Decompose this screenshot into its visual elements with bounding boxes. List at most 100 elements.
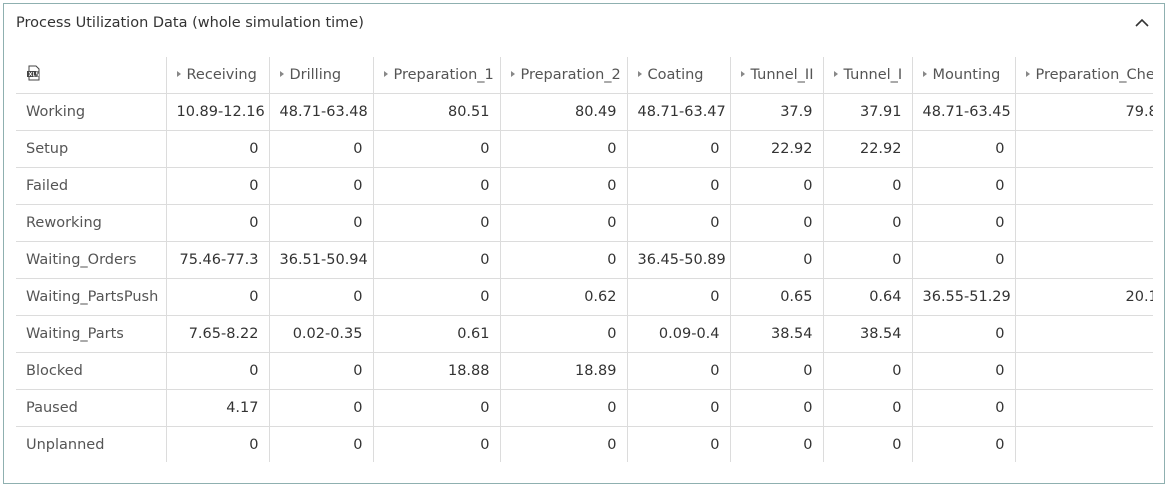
table-cell: 38.54 (729, 315, 824, 353)
table-cell: 0 (729, 426, 824, 462)
table-cell: 0 (729, 241, 824, 279)
table-cell: 0 (372, 426, 501, 462)
column-header[interactable]: Preparation_1 (372, 57, 501, 94)
table-cell: 75.46-77.3 (165, 241, 270, 279)
table-cell: 79.8 (1014, 93, 1153, 131)
table-cell: 0 (268, 278, 374, 316)
table-cell: 0 (372, 389, 501, 427)
table-cell: 0 (165, 278, 270, 316)
table-cell: 0.64 (822, 278, 913, 316)
table-cell: 0 (499, 204, 628, 242)
row-label: Working (16, 93, 167, 131)
table-cell: 0 (165, 130, 270, 168)
table-cell: 0 (268, 130, 374, 168)
table-cell: 0 (372, 130, 501, 168)
table-cell: 0 (911, 241, 1016, 279)
row-label: Waiting_Orders (16, 241, 167, 279)
table-cell: 18.88 (372, 352, 501, 390)
table-cell: 0 (499, 389, 628, 427)
table-cell: 0 (911, 167, 1016, 205)
table-cell: 0 (911, 315, 1016, 353)
table-cell: 22.92 (729, 130, 824, 168)
row-label: Waiting_PartsPush (16, 278, 167, 316)
table-cell: 48.71-63.45 (911, 93, 1016, 131)
table-cell: 0 (268, 426, 374, 462)
table-cell: 0 (499, 315, 628, 353)
column-header[interactable]: Preparation_2 (499, 57, 628, 94)
row-label: Blocked (16, 352, 167, 390)
table-cell: 0 (626, 389, 731, 427)
table-cell: 0 (822, 426, 913, 462)
table-cell: 0 (268, 167, 374, 205)
table-cell: 0 (499, 130, 628, 168)
row-label: Paused (16, 389, 167, 427)
table-cell: 0 (165, 167, 270, 205)
column-header[interactable]: Mounting (911, 57, 1016, 94)
table-cell: 80.51 (372, 93, 501, 131)
table-cell: 37.91 (822, 93, 913, 131)
table-cell: 0 (626, 130, 731, 168)
table-cell (1014, 389, 1153, 427)
table-row: Waiting_Orders 75.46-77.3 36.51-50.94 0 0 36.… (16, 241, 1153, 279)
column-header[interactable]: Tunnel_II (729, 57, 824, 94)
table-cell: 0.65 (729, 278, 824, 316)
column-header[interactable]: Tunnel_I (822, 57, 913, 94)
column-header[interactable]: Coating (626, 57, 731, 94)
table-cell: 37.9 (729, 93, 824, 131)
table-row: Waiting_Parts 7.65-8.22 0.02-0.35 0.61 0 0.09… (16, 315, 1153, 353)
panel-title: Process Utilization Data (whole simulati… (16, 15, 364, 31)
row-label: Reworking (16, 204, 167, 242)
table-cell: 4.17 (165, 389, 270, 427)
xlsx-icon[interactable] (26, 65, 42, 81)
table-cell: 0.09-0.4 (626, 315, 731, 353)
row-label: Setup (16, 130, 167, 168)
table-cell: 0 (729, 204, 824, 242)
table-cell: 0.02-0.35 (268, 315, 374, 353)
table-cell: 10.89-12.16 (165, 93, 270, 131)
table-cell: 0 (822, 352, 913, 390)
table-row: Paused 4.17 0 0 0 0 0 0 0 (16, 389, 1153, 427)
table-row: Failed 0 0 0 0 0 0 0 0 (16, 167, 1153, 205)
table-cell: 36.45-50.89 (626, 241, 731, 279)
table-cell: 0 (911, 389, 1016, 427)
table-cell: 0 (822, 167, 913, 205)
table-cell: 0.62 (499, 278, 628, 316)
table-row: Working 10.89-12.16 48.71-63.48 80.51 80.49 4… (16, 93, 1153, 131)
column-header[interactable]: Receiving (165, 57, 270, 94)
collapse-button[interactable] (1135, 18, 1149, 28)
table-cell: 0 (499, 426, 628, 462)
column-header[interactable]: Preparation_Chec (1014, 57, 1153, 94)
table-cell: 7.65-8.22 (165, 315, 270, 353)
table-cell (1014, 315, 1153, 353)
table-row: Setup 0 0 0 0 0 22.92 22.92 0 (16, 130, 1153, 168)
table-cell: 0 (372, 167, 501, 205)
table-cell (1014, 241, 1153, 279)
table-cell: 36.55-51.29 (911, 278, 1016, 316)
row-label: Unplanned (16, 426, 167, 462)
table-cell (1014, 426, 1153, 462)
table-cell: 38.54 (822, 315, 913, 353)
table-cell: 0 (165, 352, 270, 390)
table-cell: 36.51-50.94 (268, 241, 374, 279)
table-row: Reworking 0 0 0 0 0 0 0 0 (16, 204, 1153, 242)
table-row: Waiting_PartsPush 0 0 0 0.62 0 0.65 0.64 36.55-5… (16, 278, 1153, 316)
table-cell: 0 (372, 204, 501, 242)
table-cell: 22.92 (822, 130, 913, 168)
table-cell: 0 (268, 389, 374, 427)
table-cell: 0 (626, 167, 731, 205)
table-cell: 0 (499, 167, 628, 205)
table-cell: 0 (372, 278, 501, 316)
table-cell (1014, 352, 1153, 390)
table-cell: 0 (268, 352, 374, 390)
table-cell (1014, 204, 1153, 242)
table-cell: 0 (822, 389, 913, 427)
column-header[interactable]: Drilling (268, 57, 374, 94)
table-cell: 80.49 (499, 93, 628, 131)
export-xlsx[interactable] (16, 57, 167, 94)
table-cell: 0 (822, 241, 913, 279)
table-cell: 0 (626, 278, 731, 316)
table-cell: 0 (626, 204, 731, 242)
table-row: Unplanned 0 0 0 0 0 0 0 0 (16, 426, 1153, 462)
table-cell: 18.89 (499, 352, 628, 390)
table-cell: 0 (729, 352, 824, 390)
